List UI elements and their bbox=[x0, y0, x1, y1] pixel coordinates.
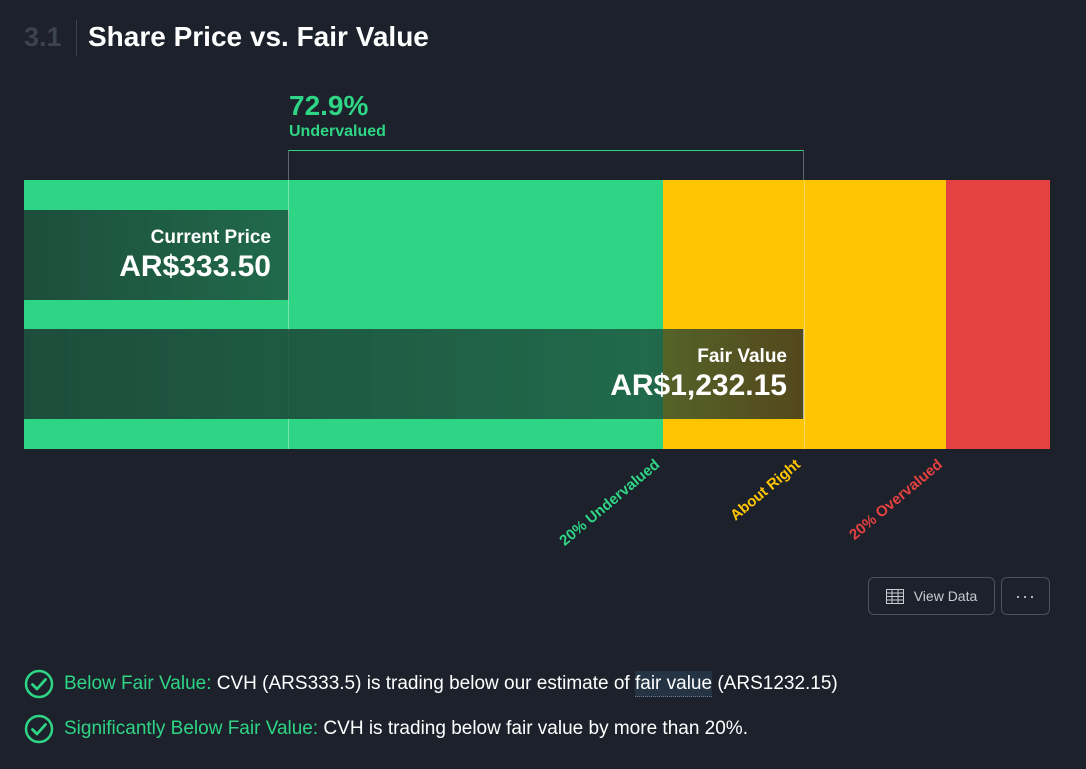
view-data-button[interactable]: View Data bbox=[868, 577, 995, 615]
current-price-label: Current Price bbox=[150, 227, 271, 248]
check-circle-icon bbox=[24, 714, 54, 744]
check-prefix: Significantly Below Fair Value: bbox=[64, 718, 319, 739]
check-significantly-below: Significantly Below Fair Value: CVH is t… bbox=[64, 718, 748, 740]
section-divider bbox=[76, 20, 77, 56]
table-icon bbox=[885, 588, 904, 604]
zone-overvalued bbox=[946, 180, 1050, 449]
difference-bracket bbox=[288, 150, 804, 180]
view-data-label: View Data bbox=[913, 588, 978, 604]
check-prefix: Below Fair Value: bbox=[64, 673, 212, 694]
difference-percent: 72.9% bbox=[289, 90, 369, 121]
fair-value-marker bbox=[804, 180, 805, 449]
zone-label-overvalued: 20% Overvalued bbox=[846, 455, 946, 544]
more-options-button[interactable]: ··· bbox=[1001, 577, 1050, 615]
difference-label: Undervalued bbox=[289, 123, 386, 140]
section-number: 3.1 bbox=[24, 22, 62, 52]
check-circle-icon bbox=[24, 669, 54, 699]
zone-label-about-right: About Right bbox=[727, 455, 804, 525]
current-price-marker bbox=[288, 180, 289, 449]
fair-value-value: AR$1,232.15 bbox=[610, 369, 787, 402]
check-text-suffix: (ARS1232.15) bbox=[712, 673, 838, 694]
fair-value-link[interactable]: fair value bbox=[634, 671, 713, 697]
current-price-value: AR$333.50 bbox=[119, 250, 271, 283]
check-below-fair-value: Below Fair Value: CVH (ARS333.5) is trad… bbox=[64, 671, 838, 697]
check-text: CVH is trading below fair value by more … bbox=[318, 718, 748, 739]
fair-value-bar: Fair Value AR$1,232.15 bbox=[24, 329, 804, 419]
fair-value-label: Fair Value bbox=[697, 346, 787, 367]
zone-label-undervalued: 20% Undervalued bbox=[556, 455, 663, 550]
section-title: Share Price vs. Fair Value bbox=[88, 21, 429, 52]
check-text: CVH (ARS333.5) is trading below our esti… bbox=[211, 673, 635, 694]
current-price-bar: Current Price AR$333.50 bbox=[24, 210, 289, 300]
